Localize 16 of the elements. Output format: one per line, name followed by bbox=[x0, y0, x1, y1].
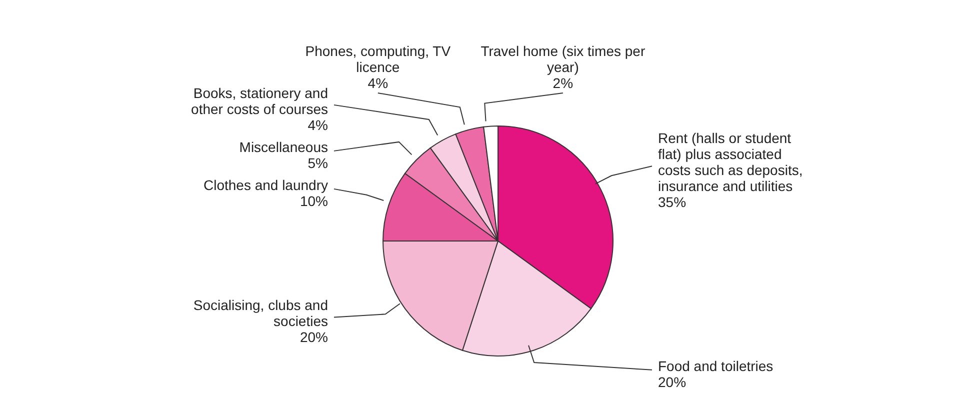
data-label: 4% bbox=[308, 116, 328, 133]
data-label: 20% bbox=[658, 374, 686, 390]
slice-label: Travel home (six times per year) bbox=[480, 43, 646, 75]
data-label: 2% bbox=[552, 75, 574, 91]
slice-label: Miscellaneous bbox=[239, 138, 328, 155]
slice-label: Books, stationery and other costs of courses bbox=[191, 84, 328, 117]
data-label: 35% bbox=[658, 194, 686, 210]
data-label: 5% bbox=[308, 154, 328, 171]
slice-label: Clothes and laundry bbox=[203, 176, 328, 193]
slice-label: Phones, computing, TV licence bbox=[305, 43, 452, 75]
slice-label: Rent (halls or student flat) plus associated costs such as deposits, insurance and utilities bbox=[658, 130, 803, 194]
data-label: 10% bbox=[300, 192, 328, 209]
data-label: 20% bbox=[300, 329, 328, 346]
slice-label: Food and toiletries bbox=[658, 358, 774, 374]
data-label: 4% bbox=[368, 75, 388, 91]
slice-label: Socialising, clubs and societies bbox=[193, 297, 328, 330]
